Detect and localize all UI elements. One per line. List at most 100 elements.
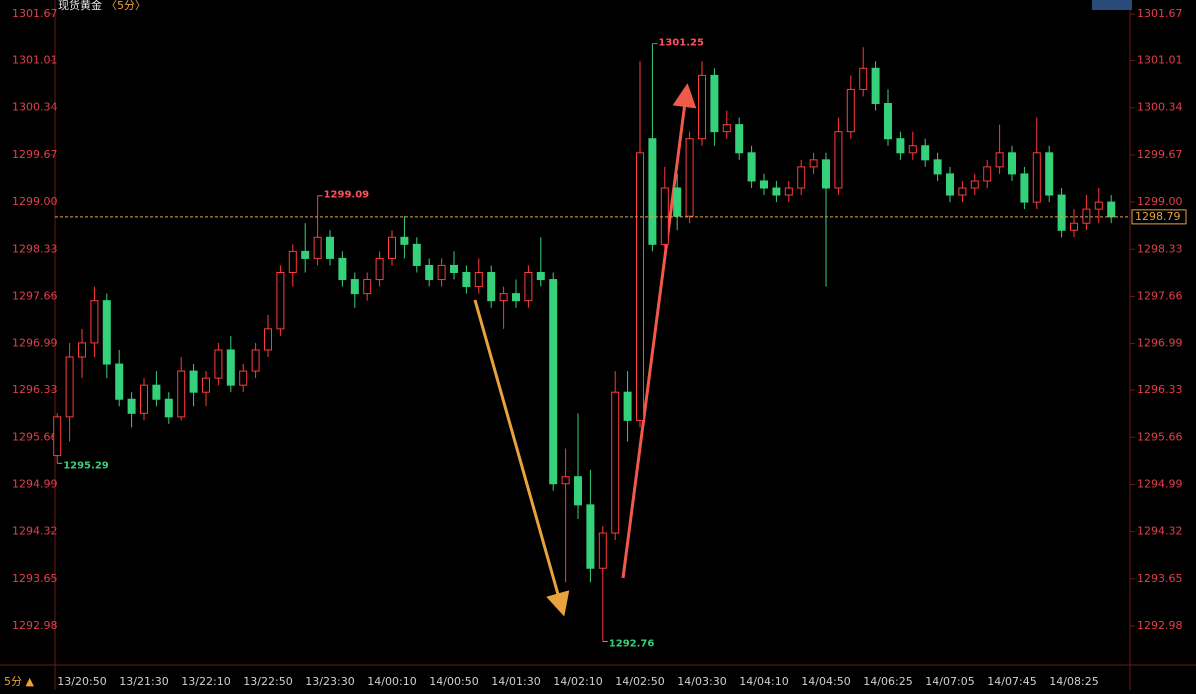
candle-body <box>53 416 62 457</box>
candle-body <box>598 532 607 569</box>
x-tick-label: 14/07:05 <box>925 675 974 688</box>
y2-tick-label: 1301.01 <box>1137 54 1183 67</box>
candle-body <box>78 342 86 358</box>
y-tick-label: 1298.33 <box>12 242 58 255</box>
extreme-label: 1299.09 <box>324 190 370 201</box>
candle-body <box>437 264 446 281</box>
x-tick-label: 13/22:50 <box>243 675 292 688</box>
y-tick-label: 1293.65 <box>12 572 58 585</box>
candle-body <box>65 356 74 418</box>
x-tick-label: 13/22:10 <box>181 675 230 688</box>
candle-body <box>685 138 694 217</box>
y2-tick-label: 1299.67 <box>1137 148 1183 161</box>
candle-body <box>375 257 384 281</box>
candle-body <box>1032 152 1041 203</box>
candle-body <box>288 250 297 274</box>
x-tick-label: 14/02:10 <box>553 675 602 688</box>
candle-body <box>1057 194 1066 231</box>
x-tick-label: 14/01:30 <box>491 675 540 688</box>
candle-body <box>512 293 520 302</box>
candle-body <box>1020 173 1029 203</box>
candle-body <box>152 384 161 400</box>
candle-body <box>313 236 322 259</box>
x-tick-label: 14/06:25 <box>863 675 912 688</box>
candle-body <box>698 74 706 140</box>
candle-body <box>648 138 657 245</box>
candle-body <box>499 293 508 302</box>
y2-tick-label: 1299.00 <box>1137 195 1183 208</box>
candle-body <box>958 187 967 196</box>
candle-body <box>264 328 272 351</box>
last-price-label: 1298.79 <box>1135 210 1181 223</box>
x-tick-label: 14/04:50 <box>801 675 850 688</box>
y2-tick-label: 1296.99 <box>1137 337 1183 350</box>
candle-body <box>747 152 756 182</box>
candle-body <box>822 159 830 189</box>
candle-body <box>462 272 471 288</box>
candle-body <box>1094 201 1103 210</box>
x-tick-label: 14/03:30 <box>677 675 726 688</box>
candle-body <box>623 391 632 421</box>
y2-tick-label: 1296.33 <box>1137 383 1183 396</box>
candle-body <box>884 103 892 140</box>
y2-tick-label: 1294.32 <box>1137 525 1183 538</box>
candle-body <box>784 187 793 196</box>
candle-body <box>797 166 806 189</box>
x-tick-label: 13/23:30 <box>305 675 354 688</box>
candle-body <box>722 124 731 133</box>
candle-body <box>1082 208 1091 224</box>
y-tick-label: 1299.67 <box>12 148 58 161</box>
y-tick-label: 1296.33 <box>12 383 58 396</box>
chart-title: 现货黄金 <box>58 0 102 12</box>
y-tick-label: 1297.66 <box>12 289 58 302</box>
candle-body <box>1070 222 1078 231</box>
candle-body <box>102 300 111 365</box>
candle-body <box>251 349 260 372</box>
candle-body <box>536 272 545 281</box>
candle-body <box>1107 201 1116 218</box>
candle-body <box>946 173 954 196</box>
candle-body <box>115 363 124 400</box>
y2-tick-label: 1297.66 <box>1137 289 1183 302</box>
candle-body <box>127 398 136 414</box>
candle-body <box>673 187 682 217</box>
candle-body <box>450 264 458 274</box>
candle-body <box>549 279 558 485</box>
candle-body <box>226 349 235 386</box>
candle-body <box>214 349 223 379</box>
candle-body <box>326 236 334 259</box>
x-tick-label: 14/07:45 <box>987 675 1036 688</box>
candle-body <box>760 180 768 189</box>
candle-body <box>202 377 210 393</box>
y2-tick-label: 1294.99 <box>1137 477 1183 490</box>
candle-body <box>561 476 570 485</box>
candle-body <box>474 272 483 288</box>
candle-body <box>908 145 917 154</box>
y-tick-label: 1294.32 <box>12 525 58 538</box>
period-button[interactable]: 5分 ▲ <box>4 675 34 688</box>
candle-body <box>586 504 595 569</box>
candle-body <box>636 152 644 421</box>
candle-body <box>896 138 905 154</box>
y2-tick-label: 1295.66 <box>1137 430 1183 443</box>
candle-body <box>363 279 372 295</box>
extreme-label: 1295.29 <box>63 460 109 471</box>
candle-body <box>164 398 173 418</box>
candle-body <box>970 180 979 189</box>
candle-body <box>140 384 148 414</box>
candle-body <box>846 88 855 133</box>
y2-tick-label: 1300.34 <box>1137 101 1183 114</box>
candle-body <box>301 250 310 259</box>
extreme-label: 1292.76 <box>609 638 655 649</box>
candle-body <box>350 279 359 295</box>
candle-body <box>611 391 620 534</box>
candle-body <box>425 264 434 281</box>
candle-body <box>574 476 582 506</box>
toolbar-icons[interactable] <box>1092 0 1132 10</box>
y-tick-label: 1296.99 <box>12 337 58 350</box>
y-tick-label: 1301.01 <box>12 54 58 67</box>
candle-body <box>524 272 533 302</box>
x-tick-label: 14/00:10 <box>367 675 416 688</box>
chart-subtitle: 〈5分〉 <box>106 0 146 12</box>
